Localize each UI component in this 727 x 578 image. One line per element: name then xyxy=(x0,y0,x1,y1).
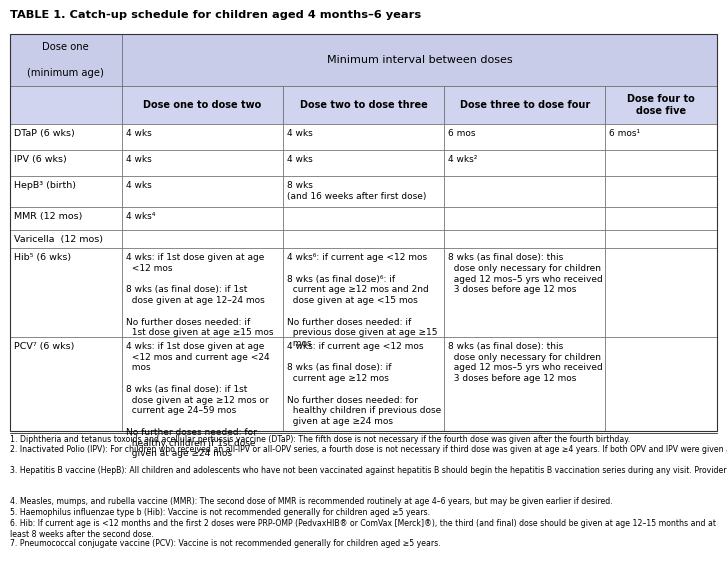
Text: 6 mos: 6 mos xyxy=(448,129,475,138)
Bar xyxy=(121,34,717,86)
Text: 8 wks
(and 16 weeks after first dose): 8 wks (and 16 weeks after first dose) xyxy=(287,181,426,201)
Text: 4 wks: 4 wks xyxy=(126,181,151,190)
Text: Dose one

(minimum age): Dose one (minimum age) xyxy=(28,42,104,78)
Bar xyxy=(10,34,121,86)
Bar xyxy=(10,124,121,150)
Bar xyxy=(121,207,283,230)
Bar xyxy=(121,248,283,337)
Bar xyxy=(121,124,283,150)
Text: MMR (12 mos): MMR (12 mos) xyxy=(14,212,82,221)
Bar xyxy=(10,176,121,207)
Bar xyxy=(606,207,717,230)
Bar xyxy=(444,207,606,230)
Text: 6. Hib: If current age is <12 months and the first 2 doses were PRP-OMP (PedvaxH: 6. Hib: If current age is <12 months and… xyxy=(10,518,716,539)
Text: 4 wks: if 1st dose given at age
  <12 mos and current age <24
  mos

8 wks (as f: 4 wks: if 1st dose given at age <12 mos … xyxy=(126,342,269,458)
Bar xyxy=(606,176,717,207)
Bar xyxy=(606,150,717,176)
Text: 4 wks: 4 wks xyxy=(126,155,151,164)
Text: HepB³ (birth): HepB³ (birth) xyxy=(14,181,76,190)
Text: 4 wks⁴: 4 wks⁴ xyxy=(126,212,155,221)
Text: 4 wks: if 1st dose given at age
  <12 mos

8 wks (as final dose): if 1st
  dose : 4 wks: if 1st dose given at age <12 mos … xyxy=(126,253,273,338)
Bar xyxy=(121,176,283,207)
Bar xyxy=(283,337,444,431)
Text: Varicella  (12 mos): Varicella (12 mos) xyxy=(14,235,103,244)
Text: 8 wks (as final dose): this
  dose only necessary for children
  aged 12 mos–5 y: 8 wks (as final dose): this dose only ne… xyxy=(448,342,603,383)
Bar xyxy=(606,124,717,150)
Bar xyxy=(10,150,121,176)
Bar xyxy=(444,230,606,248)
Text: Dose one to dose two: Dose one to dose two xyxy=(143,100,262,110)
Text: 2. Inactivated Polio (IPV): For children who received an all-IPV or all-OPV seri: 2. Inactivated Polio (IPV): For children… xyxy=(10,445,727,454)
Text: 4 wks⁶: if current age <12 mos

8 wks (as final dose)⁶: if
  current age ≥12 mos: 4 wks⁶: if current age <12 mos 8 wks (as… xyxy=(287,253,438,348)
Text: TABLE 1. Catch-up schedule for children aged 4 months–6 years: TABLE 1. Catch-up schedule for children … xyxy=(10,10,421,20)
Text: Dose four to
dose five: Dose four to dose five xyxy=(627,94,695,116)
Bar xyxy=(10,207,121,230)
Text: DTaP (6 wks): DTaP (6 wks) xyxy=(14,129,75,138)
Text: 3. Hepatitis B vaccine (HepB): All children and adolescents who have not been va: 3. Hepatitis B vaccine (HepB): All child… xyxy=(10,466,727,475)
Bar xyxy=(444,86,606,124)
Bar xyxy=(10,86,121,124)
Bar xyxy=(283,150,444,176)
Text: Dose two to dose three: Dose two to dose three xyxy=(300,100,427,110)
Bar xyxy=(283,207,444,230)
Text: PCV⁷ (6 wks): PCV⁷ (6 wks) xyxy=(14,342,74,351)
Bar xyxy=(606,86,717,124)
Text: 4 wks: 4 wks xyxy=(287,155,313,164)
Bar xyxy=(121,86,283,124)
Text: IPV (6 wks): IPV (6 wks) xyxy=(14,155,67,164)
Bar xyxy=(283,248,444,337)
Bar xyxy=(121,337,283,431)
Bar xyxy=(444,150,606,176)
Bar xyxy=(283,86,444,124)
Bar xyxy=(10,248,121,337)
Bar xyxy=(10,230,121,248)
Text: 4 wks: if current age <12 mos

8 wks (as final dose): if
  current age ≥12 mos

: 4 wks: if current age <12 mos 8 wks (as … xyxy=(287,342,441,426)
Bar xyxy=(444,337,606,431)
Bar xyxy=(10,337,121,431)
Bar xyxy=(121,150,283,176)
Bar xyxy=(283,176,444,207)
Bar xyxy=(444,248,606,337)
Text: 4 wks²: 4 wks² xyxy=(448,155,478,164)
Bar xyxy=(121,230,283,248)
Bar xyxy=(606,248,717,337)
Text: 1. Diphtheria and tetanus toxoids and acellular pertussis vaccine (DTaP): The fi: 1. Diphtheria and tetanus toxoids and ac… xyxy=(10,435,630,443)
Text: 5. Haemophilus influenzae type b (Hib): Vaccine is not recommended generally for: 5. Haemophilus influenzae type b (Hib): … xyxy=(10,508,430,517)
Text: Minimum interval between doses: Minimum interval between doses xyxy=(326,55,512,65)
Text: 4. Measles, mumps, and rubella vaccine (MMR): The second dose of MMR is recommen: 4. Measles, mumps, and rubella vaccine (… xyxy=(10,498,613,506)
Bar xyxy=(444,124,606,150)
Bar xyxy=(606,337,717,431)
Text: 4 wks: 4 wks xyxy=(287,129,313,138)
Bar xyxy=(10,34,717,431)
Text: 7. Pneumococcal conjugate vaccine (PCV): Vaccine is not recommended generally fo: 7. Pneumococcal conjugate vaccine (PCV):… xyxy=(10,539,441,549)
Bar xyxy=(283,230,444,248)
Text: 8 wks (as final dose): this
  dose only necessary for children
  aged 12 mos–5 y: 8 wks (as final dose): this dose only ne… xyxy=(448,253,603,294)
Bar xyxy=(444,176,606,207)
Text: 6 mos¹: 6 mos¹ xyxy=(609,129,640,138)
Bar xyxy=(283,124,444,150)
Bar xyxy=(606,230,717,248)
Text: Hib⁵ (6 wks): Hib⁵ (6 wks) xyxy=(14,253,71,262)
Text: 4 wks: 4 wks xyxy=(126,129,151,138)
Text: Dose three to dose four: Dose three to dose four xyxy=(459,100,590,110)
